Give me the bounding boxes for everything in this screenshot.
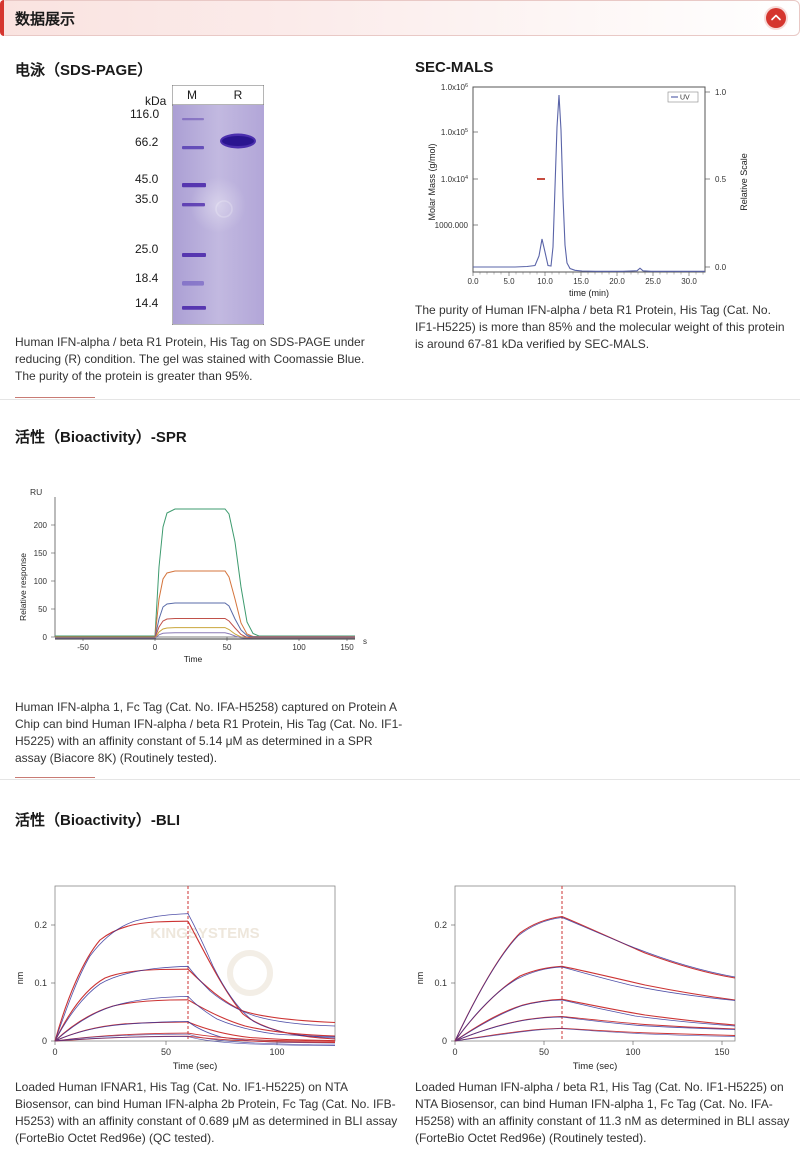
svg-text:0.1: 0.1 — [34, 978, 47, 988]
svg-text:200: 200 — [34, 521, 48, 530]
svg-text:1000.000: 1000.000 — [435, 221, 469, 230]
svg-text:s: s — [363, 637, 367, 646]
svg-text:Time (sec): Time (sec) — [173, 1061, 218, 1072]
svg-text:50: 50 — [223, 643, 232, 652]
svg-text:0.5: 0.5 — [715, 175, 727, 184]
svg-text:5.0: 5.0 — [503, 277, 515, 286]
svg-text:time (min): time (min) — [569, 288, 609, 298]
svg-text:0.0: 0.0 — [715, 263, 727, 272]
svg-text:0: 0 — [42, 1036, 47, 1046]
svg-text:150: 150 — [714, 1047, 729, 1057]
svg-text:100: 100 — [292, 643, 306, 652]
svg-text:RU: RU — [30, 487, 42, 497]
svg-text:50: 50 — [161, 1047, 171, 1057]
svg-text:nm: nm — [415, 972, 425, 985]
svg-text:1.0x105: 1.0x105 — [441, 128, 468, 137]
svg-text:0: 0 — [452, 1047, 457, 1057]
svg-text:15.0: 15.0 — [573, 277, 589, 286]
svg-text:150: 150 — [340, 643, 354, 652]
svg-text:Time (sec): Time (sec) — [573, 1061, 618, 1072]
svg-text:100: 100 — [269, 1047, 284, 1057]
svg-text:0: 0 — [442, 1036, 447, 1046]
svg-text:nm: nm — [15, 972, 25, 985]
svg-text:-50: -50 — [77, 643, 89, 652]
svg-text:0.2: 0.2 — [34, 920, 47, 930]
svg-text:Molar Mass (g/mol): Molar Mass (g/mol) — [427, 143, 437, 220]
svg-text:Relative response: Relative response — [18, 553, 28, 621]
svg-text:M: M — [187, 88, 197, 102]
svg-text:KINGSYSTEMS: KINGSYSTEMS — [150, 925, 259, 942]
svg-text:50: 50 — [38, 605, 47, 614]
svg-text:25.0: 25.0 — [645, 277, 661, 286]
svg-text:0.0: 0.0 — [467, 277, 479, 286]
svg-text:0: 0 — [153, 643, 158, 652]
svg-text:0: 0 — [52, 1047, 57, 1057]
svg-text:20.0: 20.0 — [609, 277, 625, 286]
svg-text:Relative Scale: Relative Scale — [739, 153, 749, 211]
svg-text:150: 150 — [34, 549, 48, 558]
svg-text:UV: UV — [680, 95, 690, 102]
svg-text:Time: Time — [184, 654, 203, 664]
svg-text:10.0: 10.0 — [537, 277, 553, 286]
svg-text:30.0: 30.0 — [681, 277, 697, 286]
svg-text:1.0x106: 1.0x106 — [441, 83, 468, 92]
svg-text:100: 100 — [34, 577, 48, 586]
svg-text:0.1: 0.1 — [434, 978, 447, 988]
svg-text:50: 50 — [539, 1047, 549, 1057]
svg-text:100: 100 — [625, 1047, 640, 1057]
svg-text:0.2: 0.2 — [434, 920, 447, 930]
svg-text:1.0: 1.0 — [715, 88, 727, 97]
svg-text:0: 0 — [43, 633, 48, 642]
svg-text:1.0x104: 1.0x104 — [441, 175, 468, 184]
svg-text:R: R — [234, 88, 243, 102]
